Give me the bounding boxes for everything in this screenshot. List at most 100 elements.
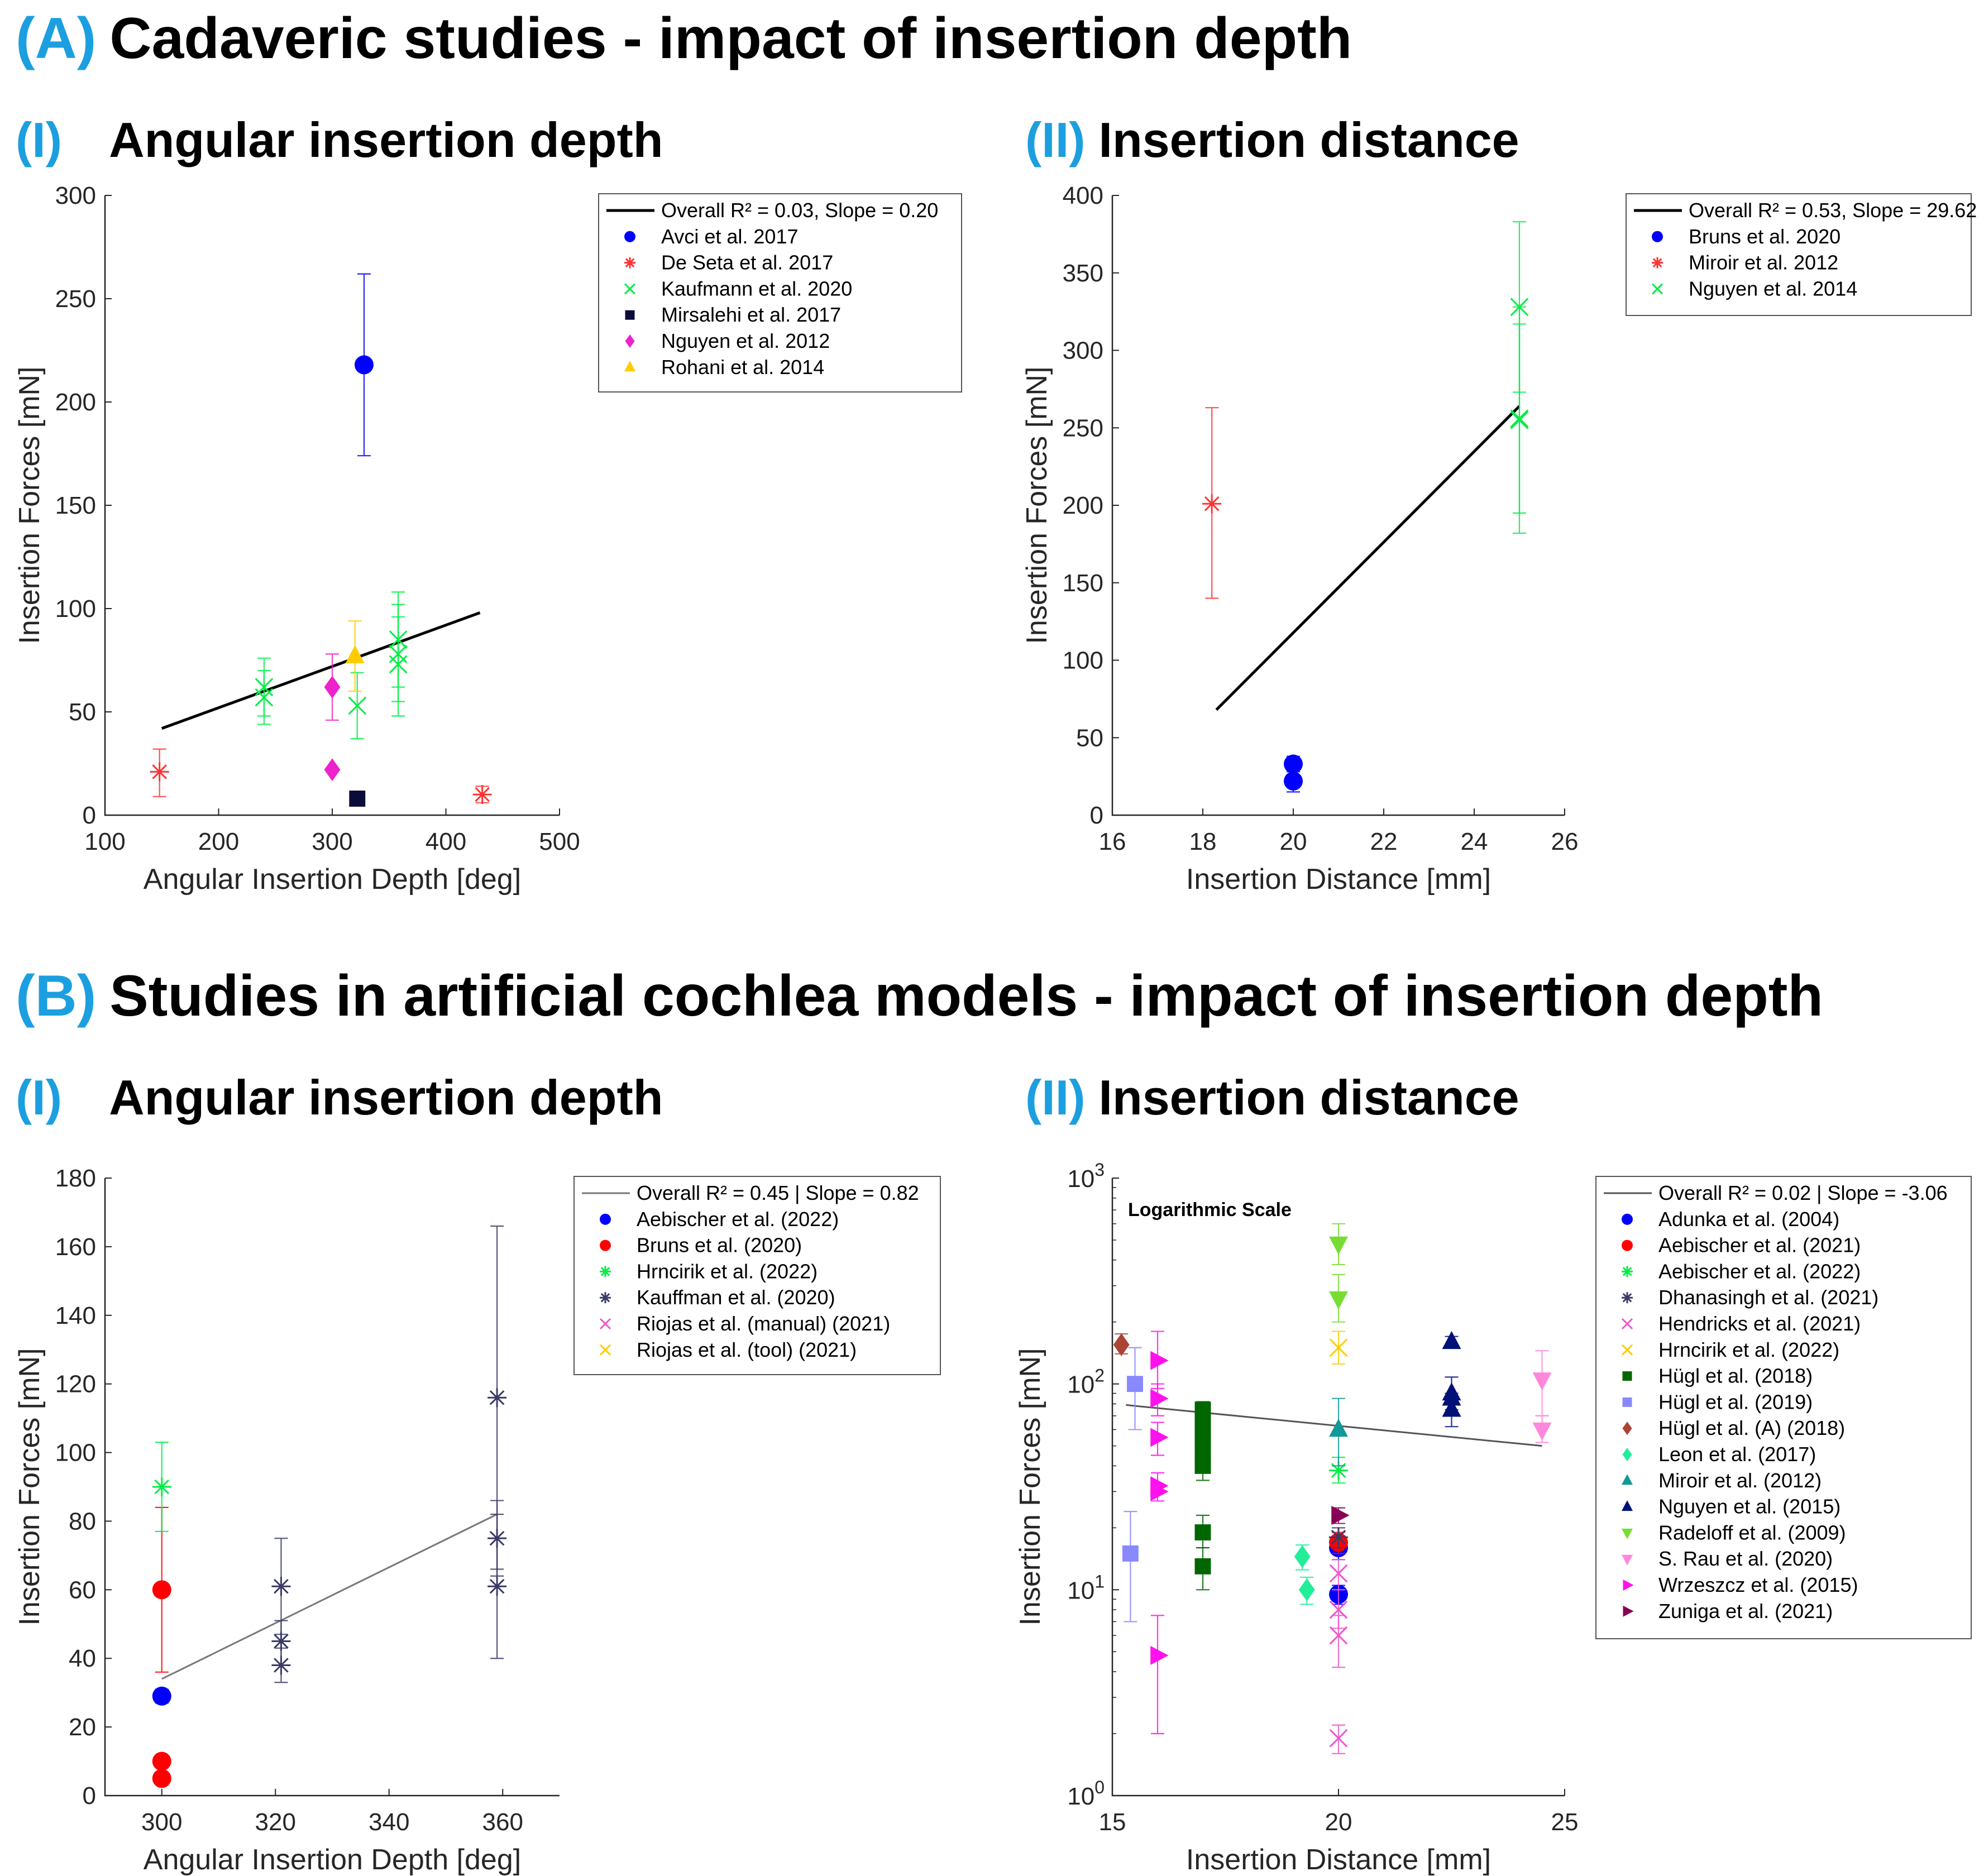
x-tick-label-a-ii: 22 — [1370, 828, 1398, 855]
axes-a-i — [104, 195, 560, 816]
subtitle-a1-text: Angular insertion depth — [109, 112, 663, 168]
legend-label-b-i-s4: Riojas et al. (manual) (2021) — [637, 1312, 890, 1335]
legend-label-b-ii-s4: Hendricks et al. (2021) — [1658, 1312, 1861, 1335]
data-point-b-i-s3-p2 — [271, 1655, 291, 1675]
legend-label-a-ii-s1: Miroir et al. 2012 — [1689, 251, 1838, 274]
legend-label-a-ii-s0: Bruns et al. 2020 — [1689, 225, 1841, 248]
legend-label-a-i-s0: Avci et al. 2017 — [661, 225, 799, 248]
subtitle-a2: (II) Insertion distance — [1025, 112, 1519, 169]
y-tick-label-a-ii: 400 — [1063, 182, 1103, 209]
subtitle-b1: (I) Angular insertion depth — [16, 1069, 663, 1126]
y-tick-label-a-ii: 350 — [1063, 260, 1103, 287]
legend-label-b-ii-s8: Hügl et al. (A) (2018) — [1658, 1416, 1845, 1439]
legend-swatch-b-i-s4 — [599, 1318, 611, 1330]
data-point-b-ii-s7-p1 — [1122, 1545, 1139, 1562]
data-point-a-i-s4-p1 — [324, 758, 341, 781]
x-tick-label-a-i: 500 — [539, 828, 580, 855]
axes-a-ii — [1111, 195, 1565, 816]
x-axis-label-a-i: Angular Insertion Depth [deg] — [144, 863, 521, 896]
y-tick-label-b-i: 40 — [69, 1645, 96, 1672]
legend-box-a-ii — [1626, 193, 1972, 316]
legend-label-b-i-s1: Bruns et al. (2020) — [637, 1234, 802, 1257]
legend-swatch-b-i-s3 — [600, 1292, 611, 1304]
x-tick-label-a-ii: 26 — [1551, 828, 1579, 855]
legend-label-b-ii-s3: Dhanasingh et al. (2021) — [1658, 1286, 1878, 1309]
x-axis-label-b-ii: Insertion Distance [mm] — [1186, 1844, 1491, 1876]
section-a-title: (A) Cadaveric studies - impact of inserti… — [16, 6, 1352, 72]
data-point-b-i-s1-p2 — [152, 1769, 171, 1788]
y-tick-label-a-ii: 250 — [1063, 414, 1103, 442]
y-axis-label-b-ii: Insertion Forces [mN] — [1014, 1348, 1046, 1625]
legend-fit-label-a-ii: Overall R² = 0.53, Slope = 29.62 — [1689, 199, 1977, 222]
x-tick-label-a-ii: 20 — [1280, 828, 1307, 855]
y-tick-label-b-ii: 102 — [1067, 1366, 1105, 1399]
legend-fit-label-a-i: Overall R² = 0.03, Slope = 0.20 — [661, 199, 938, 222]
y-tick-label-b-ii: 101 — [1067, 1571, 1105, 1604]
subtitle-b1-tag: (I) — [16, 1070, 63, 1125]
x-tick-label-a-ii: 16 — [1099, 828, 1126, 855]
legend-label-b-ii-s11: Nguyen et al. (2015) — [1658, 1495, 1841, 1518]
subtitle-a2-tag: (II) — [1025, 112, 1086, 168]
data-point-a-i-s2-p5 — [389, 655, 408, 674]
data-point-a-i-s2-p2 — [348, 696, 367, 715]
errorbar-b-ii-s14-p5 — [1151, 1615, 1164, 1735]
data-point-b-ii-s14-p1 — [1150, 1389, 1169, 1408]
legend-a-i: Overall R² = 0.03, Slope = 0.20 Avci et a… — [598, 193, 962, 393]
legend-label-a-i-s5: Rohani et al. 2014 — [661, 356, 824, 379]
data-point-b-ii-s13-p1 — [1532, 1422, 1552, 1441]
legend-swatch-b-i-s5 — [599, 1344, 611, 1356]
x-tick-label-a-ii: 18 — [1189, 828, 1217, 855]
chart-b-ii: 15 20 25 100 101 102 103 Insertion Distance [mm… — [1014, 1160, 1972, 1876]
legend-label-a-i-s2: Kaufmann et al. 2020 — [661, 277, 852, 300]
legend-label-b-ii-s15: Zuniga et al. (2021) — [1658, 1600, 1833, 1623]
legend-swatch-b-i-s0 — [600, 1213, 611, 1225]
legend-fit-label-b-ii: Overall R² = 0.02 | Slope = -3.06 — [1658, 1181, 1948, 1204]
x-axis-label-b-i: Angular Insertion Depth [deg] — [144, 1844, 521, 1876]
data-point-b-i-s3-p1 — [271, 1631, 291, 1651]
data-point-a-i-s4-p0 — [324, 676, 341, 698]
data-point-b-i-s3-p0 — [271, 1577, 291, 1596]
legend-swatch-a-ii-s0 — [1652, 231, 1663, 242]
data-point-a-i-s5-p0 — [345, 645, 365, 663]
data-point-a-ii-s0-p0 — [1284, 754, 1303, 774]
y-axis-label-a-i: Insertion Forces [mN] — [13, 366, 46, 644]
data-point-b-ii-s6-p6 — [1194, 1524, 1211, 1541]
y-tick-label-b-i: 100 — [55, 1439, 96, 1467]
data-point-b-ii-s14-p5 — [1150, 1645, 1169, 1665]
data-point-b-ii-s4-p3 — [1329, 1729, 1348, 1748]
data-point-b-ii-s7-p0 — [1127, 1376, 1143, 1392]
fit-line-a-i — [161, 611, 481, 730]
subtitle-a1-tag: (I) — [16, 112, 63, 168]
data-point-b-ii-s8-p0 — [1113, 1333, 1130, 1356]
legend-swatch-b-i-s1 — [600, 1240, 611, 1251]
x-tick-label-b-i: 300 — [141, 1808, 182, 1836]
subtitle-b2-text: Insertion distance — [1098, 1070, 1519, 1125]
legend-label-a-ii-s2: Nguyen et al. 2014 — [1689, 277, 1857, 300]
data-point-b-ii-s14-p0 — [1150, 1351, 1169, 1370]
errorbar-a-i-s2-p5 — [391, 616, 405, 717]
data-point-b-ii-s6-p7 — [1194, 1558, 1211, 1574]
data-point-b-ii-s12-p0 — [1329, 1236, 1348, 1255]
legend-swatch-b-ii-s2 — [1622, 1266, 1633, 1277]
legend-label-b-ii-s5: Hrncirik et al. (2022) — [1658, 1338, 1839, 1361]
legend-label-b-ii-s9: Leon et al. (2017) — [1658, 1443, 1816, 1466]
x-tick-label-b-ii: 15 — [1099, 1808, 1126, 1836]
y-tick-label-b-ii: 100 — [1067, 1777, 1105, 1810]
legend-swatch-b-i-s2 — [600, 1266, 611, 1277]
data-point-b-i-s3-p3 — [487, 1388, 507, 1408]
legend-label-a-i-s1: De Seta et al. 2017 — [661, 251, 833, 274]
data-point-b-ii-s9-p1 — [1298, 1578, 1315, 1601]
legend-swatch-b-ii-s1 — [1622, 1240, 1633, 1251]
y-tick-label-b-i: 180 — [55, 1165, 96, 1192]
data-point-b-ii-s9-p0 — [1294, 1545, 1311, 1568]
legend-b-ii: Overall R² = 0.02 | Slope = -3.06 Adunka … — [1595, 1176, 1972, 1639]
y-tick-label-a-i: 150 — [55, 492, 96, 519]
legend-swatch-b-ii-s14 — [1623, 1580, 1634, 1591]
section-b-tag: (B) — [16, 964, 97, 1028]
data-point-a-ii-s0-p1 — [1284, 771, 1303, 791]
data-point-a-ii-s2-p2 — [1510, 411, 1529, 429]
legend-swatch-b-ii-s4 — [1621, 1318, 1633, 1330]
fit-line-b-ii — [1126, 1404, 1542, 1447]
y-tick-label-b-i: 0 — [83, 1782, 96, 1810]
legend-box-b-i — [573, 1176, 941, 1375]
